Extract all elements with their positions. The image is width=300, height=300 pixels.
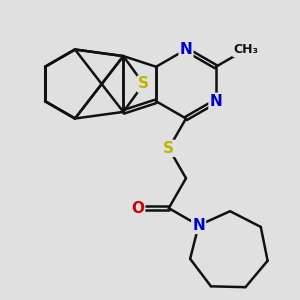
Text: N: N (209, 94, 222, 109)
Text: N: N (192, 218, 205, 233)
Text: N: N (180, 42, 192, 57)
Text: S: S (138, 76, 149, 92)
Text: O: O (131, 201, 144, 216)
Text: S: S (163, 141, 174, 156)
Text: CH₃: CH₃ (233, 43, 258, 56)
